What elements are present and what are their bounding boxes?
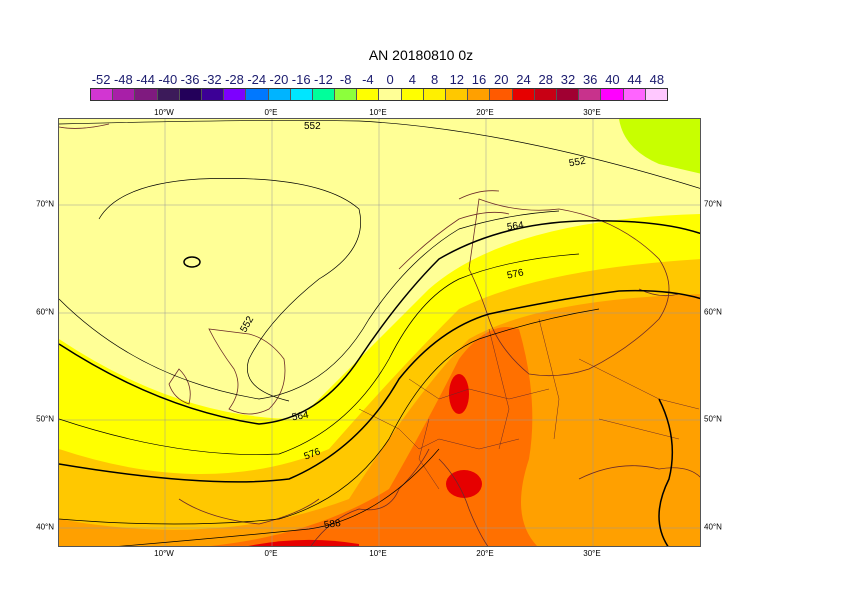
latitude-tick-label: 60°N — [36, 307, 54, 317]
colorbar-tick-label: -24 — [247, 72, 267, 87]
country-borders — [358, 318, 700, 490]
colorbar-tick-label: -52 — [91, 72, 111, 87]
field-orange-band — [59, 294, 700, 546]
colorbar-swatch — [401, 89, 424, 100]
longitude-tick-label: 30°E — [583, 549, 601, 558]
field-hot-spot — [449, 374, 469, 414]
contour-lines-minor — [59, 120, 700, 546]
longitude-tick-label: 10°W — [154, 108, 174, 117]
contour-lines-major — [59, 220, 700, 546]
latitude-tick-label: 40°N — [704, 522, 722, 532]
colorbar-tick-label: 16 — [471, 72, 487, 87]
colorbar-swatch — [224, 89, 247, 100]
longitude-tick-label: 0°E — [264, 108, 278, 117]
colorbar-swatch — [312, 89, 336, 100]
colorbar-swatch — [91, 89, 114, 100]
longitude-tick-label: 10°W — [154, 549, 174, 558]
field-cold-patch — [619, 119, 700, 174]
colorbar-tick-label: 0 — [386, 72, 394, 87]
colorbar-tick-label: 12 — [449, 72, 465, 87]
latitude-tick-label: 70°N — [36, 199, 54, 209]
colorbar-swatch — [579, 89, 602, 100]
colorbar-swatch — [246, 89, 269, 100]
contour-label: 564 — [506, 219, 525, 234]
latitude-tick-label: 50°N — [704, 414, 722, 424]
map-title: AN 20180810 0z — [368, 47, 474, 63]
latitude-tick-label: 40°N — [36, 522, 54, 532]
colorbar-swatch — [201, 89, 225, 100]
map-panel: 552 552 552 564 576 564 576 588 — [58, 118, 701, 547]
colorbar-swatch — [490, 89, 513, 100]
colorbar-tick-label: -44 — [136, 72, 155, 87]
longitude-tick-label: 20°E — [476, 549, 494, 558]
weather-map — [59, 119, 700, 546]
colorbar-swatch — [556, 89, 580, 100]
colorbar-swatch — [534, 89, 557, 100]
colorbar-tick-label: -36 — [180, 72, 200, 87]
colorbar-swatch — [645, 89, 667, 100]
latitude-tick-label: 50°N — [36, 414, 54, 424]
longitude-tick-label: 0°E — [264, 549, 278, 558]
colorbar-swatch — [468, 89, 491, 100]
longitude-tick-label: 10°E — [369, 108, 387, 117]
colorbar-swatch — [135, 89, 158, 100]
colorbar-tick-label: 44 — [627, 72, 642, 87]
colorbar-tick-label: 4 — [408, 72, 416, 87]
colorbar-tick-label: -12 — [314, 72, 333, 87]
colorbar-tick-label: -28 — [225, 72, 244, 87]
contour-label: 552 — [304, 121, 321, 132]
longitude-tick-label: 30°E — [583, 108, 601, 117]
colorbar-tick-label: 48 — [649, 72, 665, 87]
coastlines — [59, 123, 700, 546]
colorbar-swatch — [379, 89, 402, 100]
colorbar-tick-label: 28 — [538, 72, 553, 87]
colorbar-tick-label: 32 — [560, 72, 576, 87]
field-hot-spot — [446, 470, 482, 498]
colorbar-tick-label: 20 — [494, 72, 509, 87]
colorbar-labels: -52 -48 -44 -40 -36 -32 -28 -24 -20 -16 -12 -8 -4 0 4 8… — [80, 72, 680, 88]
latitude-tick-label: 60°N — [704, 307, 722, 317]
longitude-tick-label: 20°E — [476, 108, 494, 117]
colorbar-tick-label: -32 — [202, 72, 222, 87]
colorbar-swatch — [423, 89, 446, 100]
colorbar-tick-label: -16 — [291, 72, 311, 87]
colorbar-tick-label: -48 — [113, 72, 133, 87]
colorbar-swatch — [446, 89, 469, 100]
colorbar-swatch — [290, 89, 313, 100]
contour-label: 588 — [323, 517, 342, 532]
colorbar-swatch — [601, 89, 624, 100]
colorbar-swatch — [623, 89, 646, 100]
colorbar-tick-label: -20 — [269, 72, 289, 87]
colorbar-swatch — [157, 89, 180, 100]
colorbar-swatch — [179, 89, 202, 100]
colorbar-swatch — [268, 89, 291, 100]
longitude-tick-label: 10°E — [369, 549, 387, 558]
field-hot-spot — [248, 539, 359, 546]
colorbar-tick-label: -40 — [158, 72, 178, 87]
colorbar-swatch — [357, 89, 380, 100]
colorbar-tick-label: 40 — [605, 72, 620, 87]
colorbar-tick-label: -8 — [339, 72, 352, 87]
latitude-tick-label: 70°N — [704, 199, 722, 209]
colorbar-swatch — [512, 89, 535, 100]
colorbar — [90, 88, 668, 101]
colorbar-swatch — [113, 89, 136, 100]
colorbar-swatch — [335, 89, 358, 100]
colorbar-tick-label: -4 — [362, 72, 374, 87]
graticule — [59, 119, 700, 546]
colorbar-tick-label: 8 — [430, 72, 439, 87]
colorbar-tick-label: 36 — [582, 72, 598, 87]
colorbar-tick-label: 24 — [516, 72, 531, 87]
